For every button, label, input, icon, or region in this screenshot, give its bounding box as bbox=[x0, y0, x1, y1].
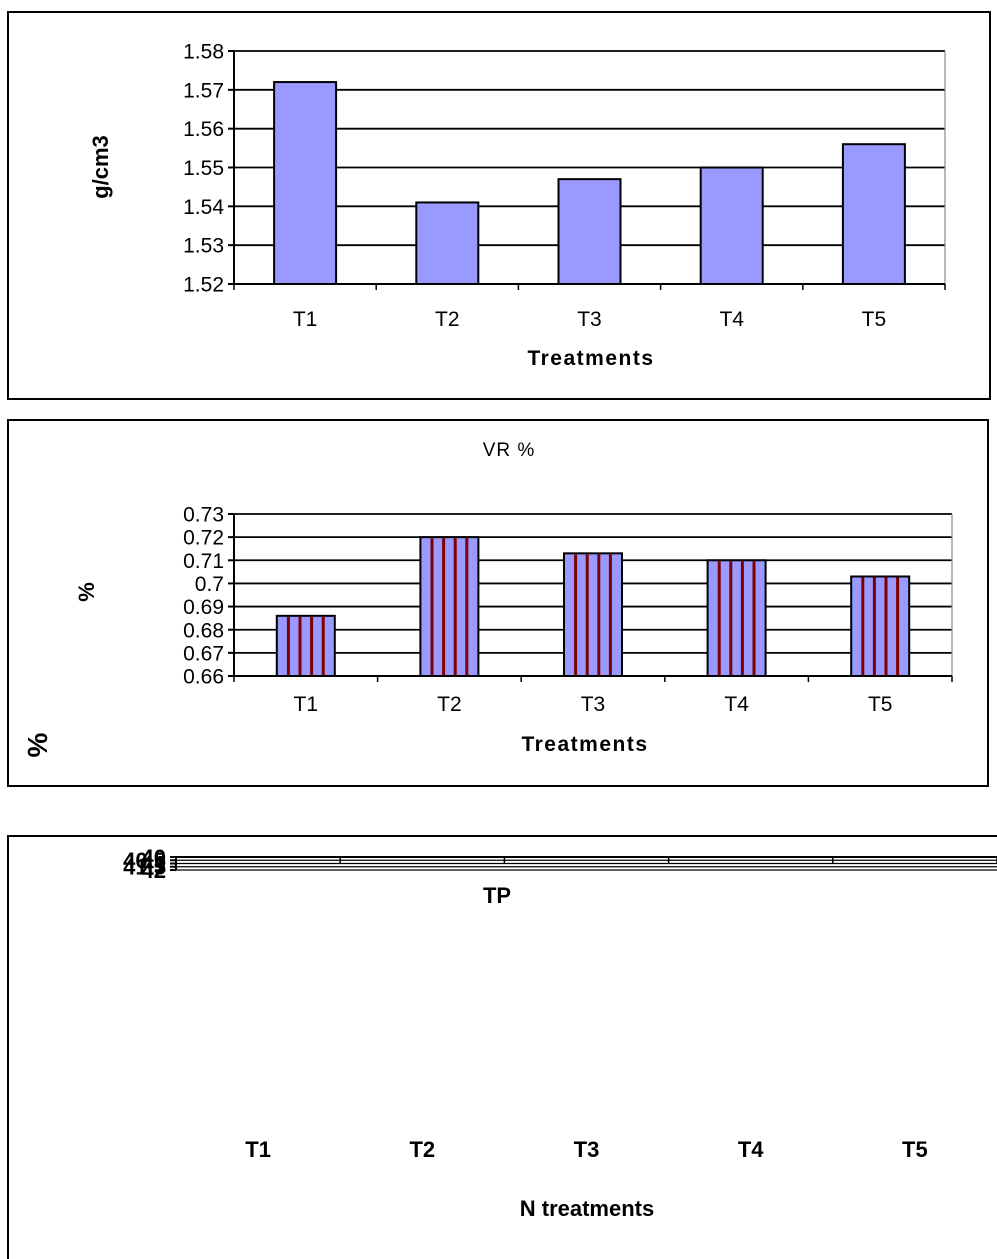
y-tick-label: 0.68 bbox=[183, 619, 224, 642]
chart-title: TP bbox=[483, 883, 511, 908]
bar-t2 bbox=[419, 536, 480, 678]
bar-t4 bbox=[706, 559, 767, 677]
y-tick-label: 1.54 bbox=[183, 196, 224, 219]
chart-title: VR % bbox=[483, 440, 536, 461]
y-axis-title: g/cm3 bbox=[88, 135, 113, 199]
y-tick-label: 41.5 bbox=[123, 855, 166, 880]
y-tick-label: 0.66 bbox=[183, 666, 224, 689]
bar-t2 bbox=[415, 201, 480, 285]
x-tick-label: T2 bbox=[435, 308, 460, 331]
x-tick-label: T3 bbox=[574, 1137, 600, 1162]
y-tick-label: 41 bbox=[142, 851, 166, 876]
y-tick-label: 1.56 bbox=[183, 118, 224, 141]
y-tick-label: 40.5 bbox=[123, 848, 166, 873]
x-axis-title: N treatments bbox=[520, 1196, 654, 1221]
y-tick-label: 0.72 bbox=[183, 527, 224, 550]
y-tick-label: 1.53 bbox=[183, 235, 224, 258]
x-tick-label: T4 bbox=[724, 693, 749, 716]
x-tick-label: T5 bbox=[902, 1137, 928, 1162]
y-tick-label: 1.57 bbox=[183, 79, 224, 102]
x-tick-label: T4 bbox=[719, 308, 744, 331]
x-tick-label: T1 bbox=[245, 1137, 271, 1162]
bar-t3 bbox=[557, 178, 622, 285]
x-tick-label: T2 bbox=[409, 1137, 435, 1162]
y-tick-label: 1.58 bbox=[183, 41, 224, 64]
bar-t5 bbox=[841, 143, 906, 285]
y-tick-label: 0.71 bbox=[183, 550, 224, 573]
y-tick-label: 0.73 bbox=[183, 504, 224, 527]
y-axis-title: % bbox=[74, 582, 99, 602]
y-tick-label: 0.7 bbox=[195, 573, 224, 596]
bar-t4 bbox=[699, 166, 764, 285]
x-axis-title: Treatments bbox=[527, 347, 654, 370]
chart-2: 0.660.670.680.690.70.710.720.73 T1 T2 T3 T4 T… bbox=[7, 419, 989, 787]
y-tick-label: 42 bbox=[142, 858, 166, 883]
y-tick-label: 40 bbox=[142, 845, 166, 870]
chart-frame bbox=[7, 419, 989, 787]
x-tick-label: T3 bbox=[577, 308, 602, 331]
y-axis-title: % bbox=[22, 732, 53, 757]
x-tick-label: T5 bbox=[862, 308, 887, 331]
x-axis-title: Treatments bbox=[521, 733, 648, 756]
x-tick-label: T1 bbox=[294, 693, 319, 716]
y-tick-label: 1.55 bbox=[183, 157, 224, 180]
x-tick-label: T4 bbox=[738, 1137, 764, 1162]
x-tick-label: T1 bbox=[293, 308, 318, 331]
chart-frame bbox=[7, 835, 997, 1259]
y-tick-label: 1.52 bbox=[183, 274, 224, 297]
bar-t3 bbox=[563, 552, 623, 677]
y-tick-label: 0.69 bbox=[183, 596, 224, 619]
x-tick-label: T5 bbox=[868, 693, 893, 716]
chart-1: 1.52 1.53 1.54 1.55 1.56 1.57 1.58 T1 T2 T3 T4 T5 Tr… bbox=[7, 11, 991, 400]
bar-t1 bbox=[273, 81, 338, 285]
y-tick-label: 0.67 bbox=[183, 642, 224, 665]
bar-t5 bbox=[850, 575, 911, 677]
bar-t1 bbox=[275, 614, 336, 677]
x-tick-label: T2 bbox=[437, 693, 462, 716]
x-tick-label: T3 bbox=[581, 693, 606, 716]
